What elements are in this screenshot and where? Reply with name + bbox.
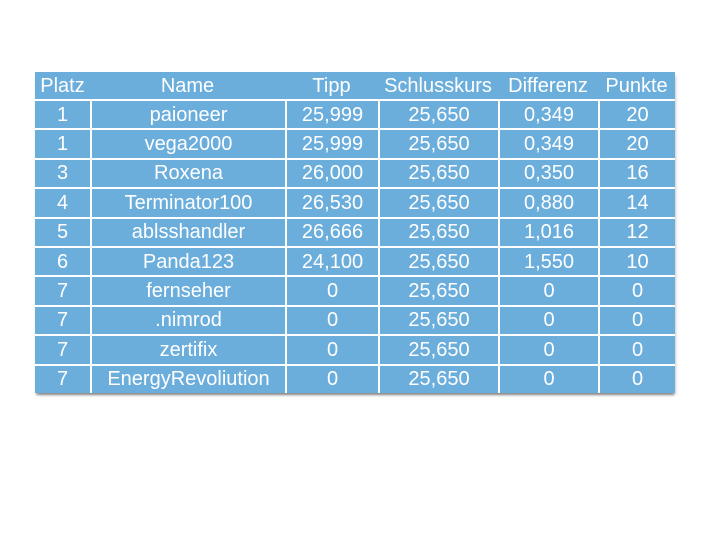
cell-platz: 3	[35, 157, 90, 188]
cell-platz: 4	[35, 187, 90, 217]
cell-name: paioneer	[90, 99, 285, 129]
cell-tipp: 0	[285, 334, 378, 364]
cell-schlusskurs: 25,650	[378, 275, 498, 305]
cell-schlusskurs: 25,650	[378, 187, 498, 217]
cell-name: Roxena	[90, 157, 285, 188]
cell-schlusskurs: 25,650	[378, 216, 498, 246]
cell-name: zertifix	[90, 334, 285, 364]
cell-tipp: 24,100	[285, 245, 378, 276]
header-row: Platz Name Tipp Schlusskurs Differenz Punkte	[35, 72, 675, 99]
cell-differenz: 1,016	[498, 216, 598, 246]
cell-differenz: 0	[498, 363, 598, 393]
cell-differenz: 0,350	[498, 157, 598, 188]
cell-differenz: 0,349	[498, 99, 598, 129]
cell-name: EnergyRevoliution	[90, 363, 285, 393]
column-header-punkte: Punkte	[598, 72, 675, 99]
table-row: 7 EnergyRevoliution 0 25,650 0 0	[35, 363, 675, 393]
cell-punkte: 0	[598, 275, 675, 305]
cell-platz: 7	[35, 304, 90, 335]
ranking-table: Platz Name Tipp Schlusskurs Differenz Punkte …	[35, 72, 675, 393]
table-row: 7 fernseher 0 25,650 0 0	[35, 275, 675, 305]
cell-tipp: 0	[285, 363, 378, 393]
table-row: 5 ablsshandler 26,666 25,650 1,016 12	[35, 216, 675, 246]
table-row: 4 Terminator100 26,530 25,650 0,880 14	[35, 187, 675, 217]
cell-platz: 5	[35, 216, 90, 246]
cell-name: ablsshandler	[90, 216, 285, 246]
cell-punkte: 0	[598, 334, 675, 364]
column-header-schlusskurs: Schlusskurs	[378, 72, 498, 99]
cell-tipp: 26,000	[285, 157, 378, 188]
cell-punkte: 20	[598, 128, 675, 158]
cell-name: vega2000	[90, 128, 285, 158]
cell-punkte: 14	[598, 187, 675, 217]
cell-punkte: 0	[598, 304, 675, 335]
table-row: 1 paioneer 25,999 25,650 0,349 20	[35, 99, 675, 129]
cell-platz: 7	[35, 275, 90, 305]
table-row: 6 Panda123 24,100 25,650 1,550 10	[35, 245, 675, 276]
cell-differenz: 0	[498, 334, 598, 364]
cell-schlusskurs: 25,650	[378, 128, 498, 158]
table-row: 7 .nimrod 0 25,650 0 0	[35, 304, 675, 335]
table-row: 1 vega2000 25,999 25,650 0,349 20	[35, 128, 675, 158]
table-row: 7 zertifix 0 25,650 0 0	[35, 334, 675, 364]
cell-schlusskurs: 25,650	[378, 157, 498, 188]
column-header-name: Name	[90, 72, 285, 99]
cell-differenz: 0	[498, 275, 598, 305]
cell-schlusskurs: 25,650	[378, 245, 498, 276]
cell-punkte: 10	[598, 245, 675, 276]
table-row: 3 Roxena 26,000 25,650 0,350 16	[35, 157, 675, 188]
column-header-differenz: Differenz	[498, 72, 598, 99]
cell-platz: 1	[35, 99, 90, 129]
column-header-platz: Platz	[35, 72, 90, 99]
table-body: 1 paioneer 25,999 25,650 0,349 20 1 vega2000 25,…	[35, 99, 675, 393]
cell-tipp: 26,666	[285, 216, 378, 246]
cell-differenz: 0,349	[498, 128, 598, 158]
cell-punkte: 0	[598, 363, 675, 393]
cell-tipp: 25,999	[285, 128, 378, 158]
cell-name: fernseher	[90, 275, 285, 305]
cell-tipp: 25,999	[285, 99, 378, 129]
cell-punkte: 12	[598, 216, 675, 246]
cell-platz: 7	[35, 334, 90, 364]
cell-punkte: 20	[598, 99, 675, 129]
table-header: Platz Name Tipp Schlusskurs Differenz Punkte	[35, 72, 675, 99]
cell-tipp: 0	[285, 304, 378, 335]
cell-tipp: 0	[285, 275, 378, 305]
cell-differenz: 0,880	[498, 187, 598, 217]
cell-punkte: 16	[598, 157, 675, 188]
cell-name: Panda123	[90, 245, 285, 276]
cell-schlusskurs: 25,650	[378, 99, 498, 129]
cell-schlusskurs: 25,650	[378, 334, 498, 364]
cell-tipp: 26,530	[285, 187, 378, 217]
cell-name: .nimrod	[90, 304, 285, 335]
cell-differenz: 1,550	[498, 245, 598, 276]
cell-platz: 1	[35, 128, 90, 158]
cell-differenz: 0	[498, 304, 598, 335]
cell-schlusskurs: 25,650	[378, 304, 498, 335]
cell-name: Terminator100	[90, 187, 285, 217]
column-header-tipp: Tipp	[285, 72, 378, 99]
cell-platz: 6	[35, 245, 90, 276]
cell-schlusskurs: 25,650	[378, 363, 498, 393]
cell-platz: 7	[35, 363, 90, 393]
